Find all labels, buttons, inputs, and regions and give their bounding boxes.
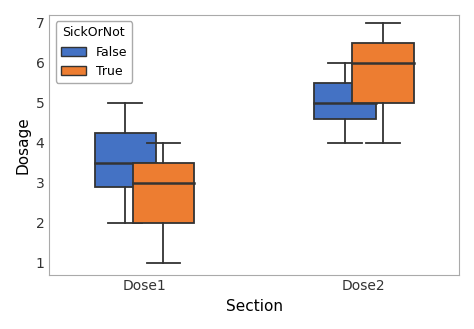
X-axis label: Section: Section [226, 299, 283, 314]
Bar [133, 163, 194, 223]
Bar [352, 43, 414, 103]
Bar [314, 83, 375, 119]
Bar [95, 133, 156, 187]
Y-axis label: Dosage: Dosage [15, 116, 30, 174]
Legend: False, True: False, True [55, 21, 132, 83]
